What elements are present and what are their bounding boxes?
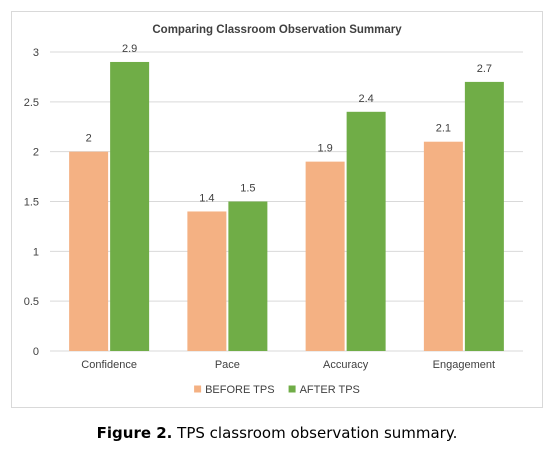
bar <box>187 211 227 351</box>
bar <box>228 201 268 351</box>
x-tick-label: Confidence <box>81 359 137 371</box>
data-label: 2.1 <box>436 123 451 135</box>
x-axis-ticks: Confidence Pace Accuracy Engagement <box>81 359 495 371</box>
bar-chart: Comparing Classroom Observation Summary … <box>24 24 523 396</box>
y-tick-label: 1 <box>33 246 39 258</box>
bars <box>69 61 504 352</box>
bar <box>69 151 109 351</box>
data-label: 2.7 <box>477 63 492 75</box>
x-tick-label: Pace <box>215 359 240 371</box>
data-label: 2.9 <box>122 43 137 55</box>
y-tick-label: 2.5 <box>24 97 39 109</box>
y-axis-ticks: 0 0.5 1 1.5 2 2.5 3 <box>24 47 39 358</box>
caption-label: Figure 2. <box>96 424 173 442</box>
data-label: 1.9 <box>317 143 332 155</box>
y-tick-label: 0 <box>33 346 39 358</box>
legend-label: AFTER TPS <box>300 384 360 396</box>
bar <box>464 81 504 352</box>
bar <box>423 141 463 351</box>
data-label: 1.5 <box>240 183 255 195</box>
chart-title: Comparing Classroom Observation Summary <box>152 24 402 36</box>
y-tick-label: 2 <box>33 147 39 159</box>
figure-caption: Figure 2. TPS classroom observation summ… <box>0 424 554 442</box>
data-labels: 2 2.9 1.4 1.5 1.9 2.4 2.1 2.7 <box>86 43 492 204</box>
legend: BEFORE TPS AFTER TPS <box>194 384 360 396</box>
caption-text: TPS classroom observation summary. <box>177 424 458 442</box>
data-label: 1.4 <box>199 192 214 204</box>
data-label: 2.4 <box>358 93 373 105</box>
x-tick-label: Engagement <box>433 359 495 371</box>
data-label: 2 <box>86 133 92 145</box>
legend-swatch <box>288 385 296 393</box>
y-tick-label: 0.5 <box>24 296 39 308</box>
y-tick-label: 1.5 <box>24 197 39 209</box>
x-tick-label: Accuracy <box>323 359 369 371</box>
legend-swatch <box>194 385 202 393</box>
bar <box>110 61 150 351</box>
y-tick-label: 3 <box>33 47 39 59</box>
bar <box>305 161 345 351</box>
bar <box>346 111 386 351</box>
legend-label: BEFORE TPS <box>205 384 274 396</box>
